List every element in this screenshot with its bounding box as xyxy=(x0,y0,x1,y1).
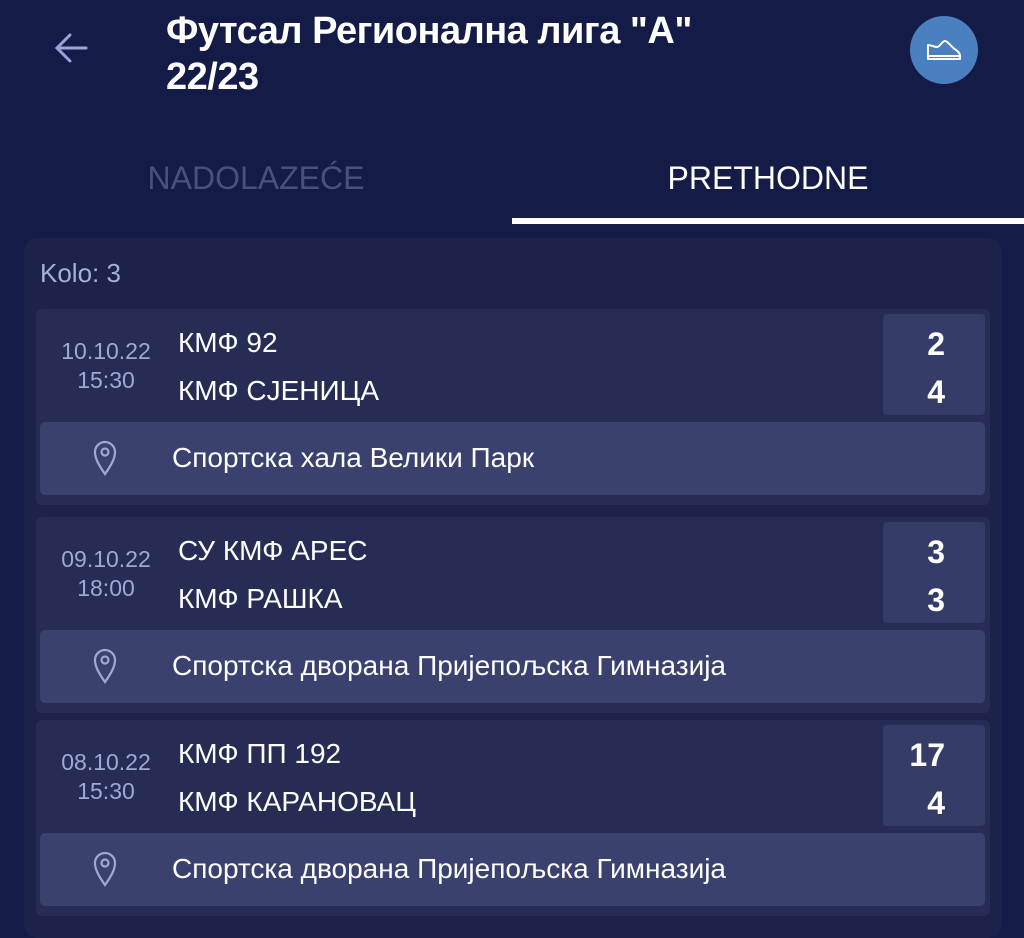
away-team: КМФ СЈЕНИЦА xyxy=(178,375,380,406)
away-score: 4 xyxy=(927,785,945,821)
away-score: 3 xyxy=(927,582,945,618)
title-line-2: 22/23 xyxy=(166,56,259,98)
score-box: 17 4 xyxy=(883,725,985,826)
match-time: 15:30 xyxy=(77,778,135,804)
sport-avatar[interactable] xyxy=(910,16,978,84)
match-card[interactable]: 09.10.22 18:00 СУ КМФ АРЕС КМФ РАШКА 3 3… xyxy=(36,517,990,713)
score-box: 3 3 xyxy=(883,522,985,623)
back-button[interactable] xyxy=(52,28,92,68)
match-datetime: 08.10.22 15:30 xyxy=(36,748,176,806)
away-team: КМФ КАРАНОВАЦ xyxy=(178,786,416,817)
match-date: 10.10.22 xyxy=(61,338,151,364)
home-team: КМФ 92 xyxy=(178,327,278,358)
home-score: 17 xyxy=(909,737,945,773)
home-team: СУ КМФ АРЕС xyxy=(178,535,368,566)
map-pin-icon xyxy=(93,440,117,476)
home-score: 3 xyxy=(927,534,945,570)
match-card[interactable]: 10.10.22 15:30 КМФ 92 КМФ СЈЕНИЦА 2 4 Сп… xyxy=(36,309,990,505)
active-tab-indicator xyxy=(512,218,1024,224)
away-team: КМФ РАШКА xyxy=(178,583,343,614)
shoe-icon xyxy=(927,40,961,60)
away-score: 4 xyxy=(927,374,945,410)
venue-bar[interactable]: Спортска дворана Пријепољска Гимназија xyxy=(40,833,985,906)
match-time: 15:30 xyxy=(77,367,135,393)
venue-name: Спортска дворана Пријепољска Гимназија xyxy=(172,650,726,681)
match-time: 18:00 xyxy=(77,575,135,601)
arrow-left-icon xyxy=(54,33,88,63)
home-score: 2 xyxy=(927,326,945,362)
match-card[interactable]: 08.10.22 15:30 КМФ ПП 192 КМФ КАРАНОВАЦ … xyxy=(36,720,990,916)
map-pin-icon xyxy=(93,851,117,887)
match-datetime: 09.10.22 18:00 xyxy=(36,545,176,603)
match-datetime: 10.10.22 15:30 xyxy=(36,337,176,395)
title-line-1: Футсал Регионална лига "А" xyxy=(166,10,692,52)
venue-name: Спортска дворана Пријепољска Гимназија xyxy=(172,853,726,884)
match-date: 08.10.22 xyxy=(61,749,151,775)
page-title: Футсал Регионална лига "А" 22/23 xyxy=(166,8,692,100)
venue-bar[interactable]: Спортска хала Велики Парк xyxy=(40,422,985,495)
round-label: Kolo: 3 xyxy=(40,258,121,288)
venue-name: Спортска хала Велики Парк xyxy=(172,442,535,473)
tab-previous[interactable]: PRETHODNE xyxy=(667,160,869,196)
map-pin-icon xyxy=(93,648,117,684)
tab-upcoming[interactable]: NADOLAZEĆE xyxy=(147,160,365,196)
score-box: 2 4 xyxy=(883,314,985,415)
venue-bar[interactable]: Спортска дворана Пријепољска Гимназија xyxy=(40,630,985,703)
match-date: 09.10.22 xyxy=(61,546,151,572)
home-team: КМФ ПП 192 xyxy=(178,738,342,769)
